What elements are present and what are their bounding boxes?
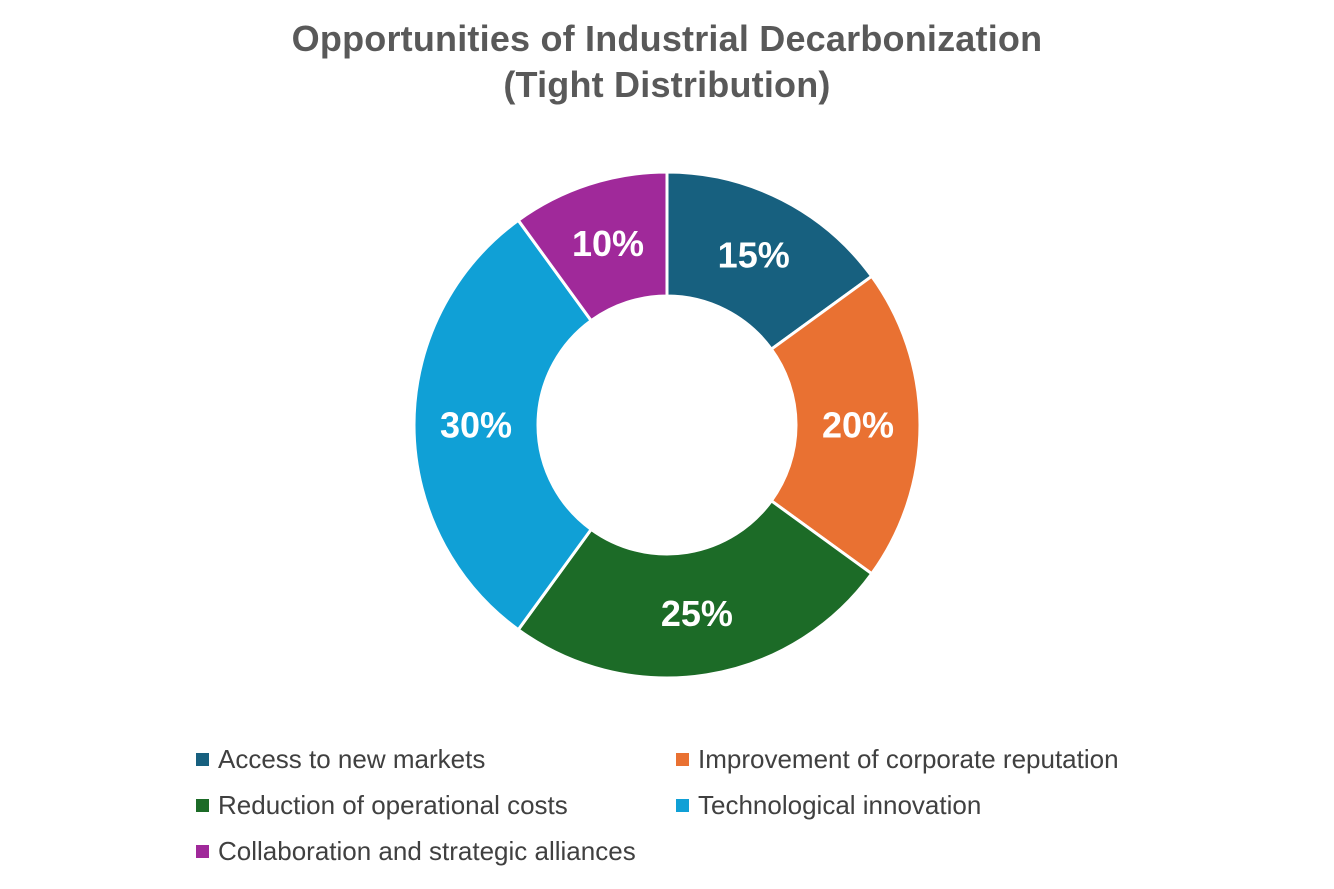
- legend-item-5: Collaboration and strategic alliances: [196, 834, 676, 868]
- legend-label-4: Technological innovation: [698, 789, 982, 820]
- legend-item-2: Improvement of corporate reputation: [676, 742, 1176, 776]
- donut-slice-5: [516, 170, 669, 323]
- chart-title-main: Opportunities of Industrial Decarbonizat…: [291, 18, 1043, 59]
- data-label-1: 15%: [718, 234, 790, 275]
- legend-swatch-1: [196, 752, 209, 766]
- donut-slice-3: [516, 498, 874, 680]
- legend-item-3: Reduction of operational costs: [196, 788, 676, 822]
- chart-legend: Access to new markets Improvement of corp…: [196, 742, 1196, 868]
- legend-swatch-5: [196, 844, 209, 858]
- legend-label-2: Improvement of corporate reputation: [698, 743, 1119, 774]
- data-label-4: 30%: [440, 405, 512, 446]
- legend-item-1: Access to new markets: [196, 742, 676, 776]
- legend-swatch-4: [676, 798, 689, 812]
- donut-slice-1: [665, 170, 874, 352]
- legend-swatch-3: [196, 798, 209, 812]
- chart-title: Opportunities of Industrial Decarbonizat…: [0, 16, 1334, 108]
- donut-slice-4: [412, 218, 594, 632]
- data-label-2: 20%: [822, 405, 894, 446]
- donut-slice-2: [769, 274, 922, 576]
- legend-label-3: Reduction of operational costs: [218, 789, 568, 820]
- legend-swatch-2: [676, 752, 689, 766]
- legend-label-1: Access to new markets: [218, 743, 486, 774]
- data-label-3: 25%: [661, 593, 733, 634]
- chart-subtitle: (Tight Distribution): [503, 64, 831, 105]
- data-label-5: 10%: [572, 223, 644, 264]
- legend-item-4: Technological innovation: [676, 788, 1176, 822]
- legend-label-5: Collaboration and strategic alliances: [218, 835, 636, 866]
